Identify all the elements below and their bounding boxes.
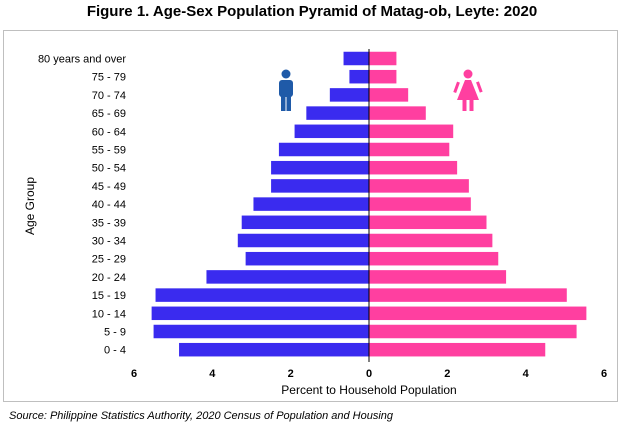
male-bar	[179, 342, 369, 357]
chart-area: 80 years and over 75 - 79 70 - 74 65 - 69 60…	[3, 30, 618, 402]
age-group-label: 15 - 19	[92, 290, 126, 302]
female-bar	[369, 251, 499, 266]
age-group-label: 75 - 79	[92, 72, 126, 84]
female-bar	[369, 106, 426, 120]
female-bar	[369, 270, 507, 284]
age-group-label: 50 - 54	[92, 163, 126, 175]
x-tick-label: 6	[131, 368, 137, 380]
figure-title: Figure 1. Age-Sex Population Pyramid of …	[86, 3, 538, 20]
female-bar	[369, 179, 469, 193]
male-bar	[271, 179, 369, 193]
male-bar	[329, 88, 369, 102]
age-group-label: 20 - 24	[92, 272, 126, 284]
age-group-label: 70 - 74	[92, 90, 126, 102]
category-labels-group: 80 years and over 75 - 79 70 - 74 65 - 69 60…	[38, 54, 126, 357]
x-tick-label: 4	[209, 368, 216, 380]
male-bar	[343, 51, 369, 66]
age-group-label: 10 - 14	[92, 308, 126, 320]
age-group-label: 40 - 44	[92, 199, 126, 211]
female-bar	[369, 342, 546, 357]
male-bar	[271, 160, 369, 175]
source-note: Source: Philippine Statistics Authority,…	[9, 410, 394, 422]
female-bar	[369, 51, 397, 66]
male-bar	[349, 69, 369, 84]
male-bar	[241, 215, 369, 230]
age-group-label: 60 - 64	[92, 126, 126, 138]
male-bar	[151, 306, 369, 321]
age-group-label: 65 - 69	[92, 108, 126, 120]
age-group-label: 0 - 4	[104, 345, 126, 357]
age-group-label: 45 - 49	[92, 181, 126, 193]
male-bar	[153, 324, 369, 339]
male-bar	[278, 142, 369, 157]
age-group-label: 55 - 59	[92, 145, 126, 157]
age-group-label: 80 years and over	[38, 54, 126, 66]
female-bar	[369, 142, 450, 157]
female-bar	[369, 69, 397, 84]
x-tick-label: 0	[366, 368, 372, 380]
x-tick-label: 6	[601, 368, 607, 380]
female-bar	[369, 233, 493, 248]
female-bar	[369, 215, 487, 230]
male-bar	[155, 288, 369, 302]
female-bar	[369, 288, 567, 302]
male-bar	[206, 270, 369, 284]
female-person-icon	[453, 69, 483, 111]
female-bar	[369, 324, 577, 339]
female-bar	[369, 197, 471, 211]
x-tick-label: 2	[444, 368, 450, 380]
male-bar	[306, 106, 369, 120]
female-bar	[369, 160, 458, 175]
male-bar	[245, 251, 369, 266]
y-axis-label: Age Group	[23, 177, 37, 235]
age-group-label: 35 - 39	[92, 217, 126, 229]
bars-group	[151, 51, 587, 357]
age-group-label: 25 - 29	[92, 254, 126, 266]
male-bar	[253, 197, 369, 211]
male-person-icon	[279, 69, 293, 111]
female-bar	[369, 124, 454, 139]
age-group-label: 30 - 34	[92, 236, 126, 248]
male-bar	[294, 124, 369, 139]
x-axis-label: Percent to Household Population	[281, 383, 456, 397]
x-tick-label: 4	[523, 368, 530, 380]
male-bar	[237, 233, 369, 248]
female-bar	[369, 306, 587, 321]
x-tick-label: 2	[288, 368, 294, 380]
female-bar	[369, 88, 409, 102]
x-tick-labels-group: 6 4 2 0 2 4 6	[131, 368, 607, 380]
age-group-label: 5 - 9	[104, 327, 126, 339]
